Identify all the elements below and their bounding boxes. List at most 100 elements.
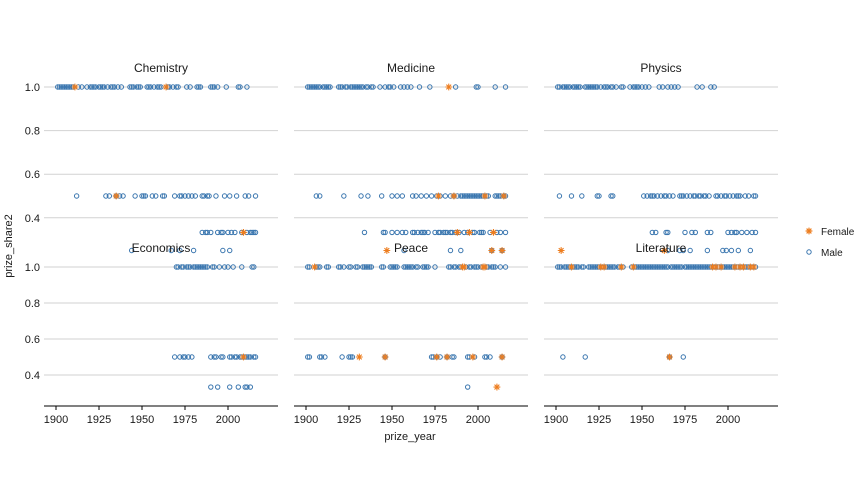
data-point-male xyxy=(221,193,228,199)
data-point-male xyxy=(378,193,385,199)
data-point-male xyxy=(687,193,693,199)
data-point-male xyxy=(447,247,454,254)
data-point-female xyxy=(443,353,451,361)
data-point-male xyxy=(447,264,454,270)
data-point-male xyxy=(649,264,656,270)
data-point-male xyxy=(432,229,438,236)
data-point-male xyxy=(463,193,469,199)
x-tick-label: 1950 xyxy=(630,414,654,426)
data-point-male xyxy=(189,193,195,199)
data-point-male xyxy=(451,264,457,270)
data-point-female xyxy=(600,263,608,271)
data-point-male xyxy=(182,193,188,199)
data-point-female xyxy=(466,229,473,236)
data-point-male xyxy=(65,84,71,90)
data-point-male xyxy=(92,84,99,90)
data-point-female xyxy=(740,263,747,271)
data-point-male xyxy=(130,84,137,90)
data-point-male xyxy=(378,264,385,270)
data-point-male xyxy=(252,229,259,236)
data-point-male xyxy=(444,229,450,236)
data-point-male xyxy=(247,354,254,360)
data-point-male xyxy=(701,193,707,199)
data-point-female xyxy=(240,229,247,236)
data-point-male xyxy=(665,229,671,236)
data-point-male xyxy=(656,264,662,270)
data-point-male xyxy=(658,193,664,199)
data-point-male xyxy=(442,229,449,236)
data-point-male xyxy=(406,264,412,270)
data-point-male xyxy=(613,84,619,90)
data-point-male xyxy=(230,264,236,270)
data-point-male xyxy=(696,264,702,270)
data-point-male xyxy=(560,354,566,360)
data-point-male xyxy=(708,229,714,236)
data-point-male xyxy=(251,264,257,270)
data-point-male xyxy=(365,84,371,90)
data-point-male xyxy=(582,84,588,90)
data-point-male xyxy=(704,229,711,236)
x-tick-label: 2000 xyxy=(216,414,240,426)
data-point-male xyxy=(151,84,157,90)
data-point-female xyxy=(597,263,605,271)
data-point-female xyxy=(481,263,489,271)
data-point-male xyxy=(349,84,356,90)
data-point-male xyxy=(644,264,650,270)
data-point-male xyxy=(555,84,561,90)
data-point-female xyxy=(433,353,441,361)
data-point-male xyxy=(204,193,211,199)
data-point-male xyxy=(189,354,195,360)
data-point-male xyxy=(337,264,344,270)
data-point-male xyxy=(91,84,97,90)
data-point-male xyxy=(380,229,387,236)
data-point-male xyxy=(194,84,200,90)
data-point-male xyxy=(490,264,497,270)
data-point-male xyxy=(601,84,607,90)
data-point-male xyxy=(658,264,664,270)
data-point-male xyxy=(404,84,411,90)
data-point-male xyxy=(502,84,509,90)
data-point-female xyxy=(488,247,496,254)
data-point-male xyxy=(251,354,257,360)
data-point-male xyxy=(227,354,233,360)
data-point-female xyxy=(736,263,744,271)
data-point-male xyxy=(714,193,721,199)
data-point-male xyxy=(244,84,250,90)
data-point-male xyxy=(437,229,443,236)
data-point-male xyxy=(591,264,597,270)
data-point-male xyxy=(694,84,700,90)
data-point-male xyxy=(492,84,498,90)
data-point-male xyxy=(464,193,471,199)
data-point-male xyxy=(249,264,255,270)
data-point-male xyxy=(473,264,479,270)
data-point-male xyxy=(323,264,330,270)
data-point-male xyxy=(227,247,233,254)
x-tick-label: 1975 xyxy=(173,414,197,426)
data-point-male xyxy=(610,264,616,270)
data-point-male xyxy=(208,354,214,360)
data-point-male xyxy=(363,84,369,90)
facet-title: Medicine xyxy=(387,61,435,75)
data-point-male xyxy=(685,264,692,270)
data-point-male xyxy=(699,84,705,90)
data-point-male xyxy=(411,229,418,236)
data-point-male xyxy=(341,193,347,199)
data-point-male xyxy=(348,84,354,90)
data-point-male xyxy=(311,84,318,90)
data-point-male xyxy=(489,264,495,270)
data-point-male xyxy=(555,264,561,270)
data-point-male xyxy=(56,84,63,90)
data-point-male xyxy=(603,84,609,90)
data-point-male xyxy=(556,264,563,270)
data-point-male xyxy=(141,193,147,199)
data-point-male xyxy=(377,84,383,90)
data-point-male xyxy=(115,84,121,90)
data-point-male xyxy=(127,84,133,90)
data-point-male xyxy=(204,229,211,236)
data-point-male xyxy=(192,193,199,199)
data-point-female xyxy=(630,263,637,271)
data-point-male xyxy=(142,193,149,199)
data-point-male xyxy=(182,354,188,360)
data-point-male xyxy=(110,84,116,90)
data-point-male xyxy=(708,84,714,90)
